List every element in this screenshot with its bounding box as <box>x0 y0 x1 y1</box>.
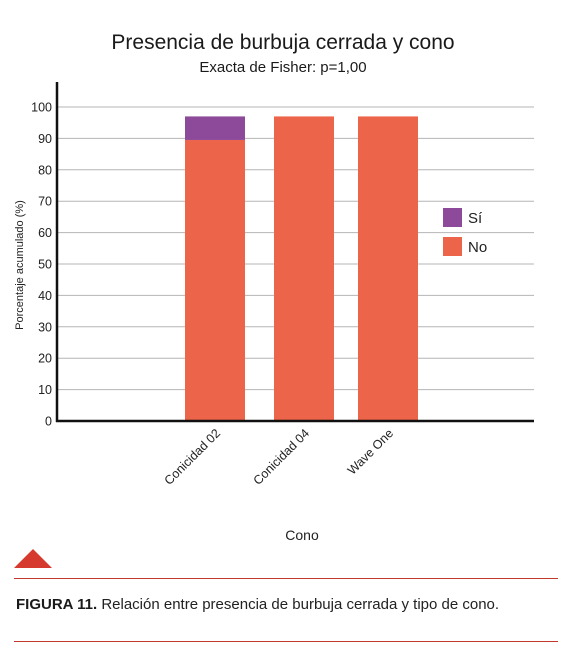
x-axis-title: Cono <box>285 527 319 543</box>
x-tick-label: Wave One <box>345 426 396 477</box>
y-tick-label: 50 <box>38 258 52 272</box>
x-tick-label: Conicidad 04 <box>251 426 313 488</box>
legend-swatch <box>443 237 462 256</box>
bar-no-2 <box>358 116 418 422</box>
bar-s-0 <box>185 116 245 140</box>
chart-subtitle: Exacta de Fisher: p=1,00 <box>199 59 366 76</box>
caption-label: FIGURA 11. <box>16 596 98 613</box>
y-tick-label: 90 <box>38 132 52 146</box>
y-tick-label: 100 <box>31 101 52 115</box>
caption-bottom-rule <box>14 641 558 642</box>
y-tick-label: 10 <box>38 383 52 397</box>
y-tick-label: 60 <box>38 226 52 240</box>
legend: Sí No <box>443 208 487 256</box>
x-tick-labels: Conicidad 02 Conicidad 04 Wave One <box>162 426 397 488</box>
caption-text: Relación entre presencia de burbuja cerr… <box>101 596 500 613</box>
y-tick-label: 40 <box>38 289 52 303</box>
chart-title: Presencia de burbuja cerrada y cono <box>111 31 454 54</box>
y-axis-title: Porcentaje acumulado (%) <box>14 200 26 330</box>
bar-no-0 <box>185 139 245 421</box>
x-tick-label: Conicidad 02 <box>162 426 224 488</box>
y-tick-labels: 0 10 20 30 40 50 60 70 80 90 100 <box>31 101 52 429</box>
legend-swatch <box>443 208 462 227</box>
legend-label: No <box>468 239 487 256</box>
y-tick-label: 30 <box>38 320 52 334</box>
y-tick-label: 70 <box>38 195 52 209</box>
bars <box>185 116 418 422</box>
figure-caption: FIGURA 11. Relación entre presencia de b… <box>16 594 546 616</box>
triangle-marker-icon <box>14 548 54 575</box>
y-tick-label: 0 <box>45 415 52 429</box>
bar-chart: Presencia de burbuja cerrada y cono Exac… <box>14 31 534 543</box>
legend-label: Sí <box>468 210 483 227</box>
bar-no-1 <box>274 116 334 422</box>
y-tick-label: 20 <box>38 352 52 366</box>
y-tick-label: 80 <box>38 163 52 177</box>
caption-top-rule <box>14 578 558 579</box>
